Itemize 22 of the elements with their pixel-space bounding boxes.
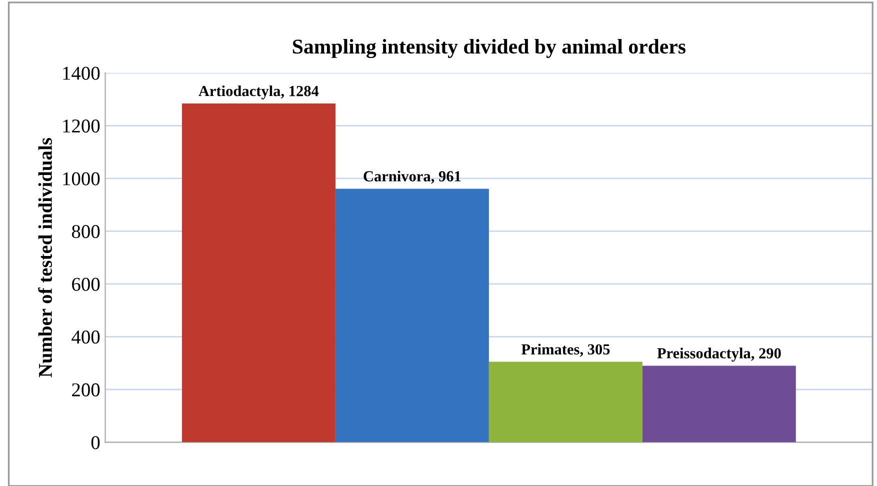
y-tick-label: 200 xyxy=(72,383,100,396)
series-label: Artiodactyla xyxy=(198,85,280,100)
y-tick-label: 1000 xyxy=(63,172,100,186)
y-tick-label: 0 xyxy=(91,436,100,450)
data-label: , 290 xyxy=(751,348,781,361)
data-label: , 1284 xyxy=(280,86,319,98)
y-tick-label: 1200 xyxy=(63,119,100,133)
y-tick-label: 800 xyxy=(72,225,100,238)
bar xyxy=(335,188,489,442)
bar xyxy=(488,362,642,442)
series-label: Carnivora xyxy=(364,170,431,182)
y-tick-label: 600 xyxy=(72,278,100,291)
bar xyxy=(642,366,796,442)
bar xyxy=(182,104,336,442)
y-tick-label: 400 xyxy=(72,330,100,344)
y-tick-label: 1400 xyxy=(63,66,100,80)
y-axis-title: Number of tested individuals xyxy=(38,138,52,378)
data-label: , 305 xyxy=(580,344,610,357)
data-label: , 961 xyxy=(431,171,461,184)
series-label: Primates xyxy=(521,344,580,355)
series-label: Preissodactyla xyxy=(657,348,751,362)
chart-title: Sampling intensity divided by animal orders xyxy=(292,39,686,58)
